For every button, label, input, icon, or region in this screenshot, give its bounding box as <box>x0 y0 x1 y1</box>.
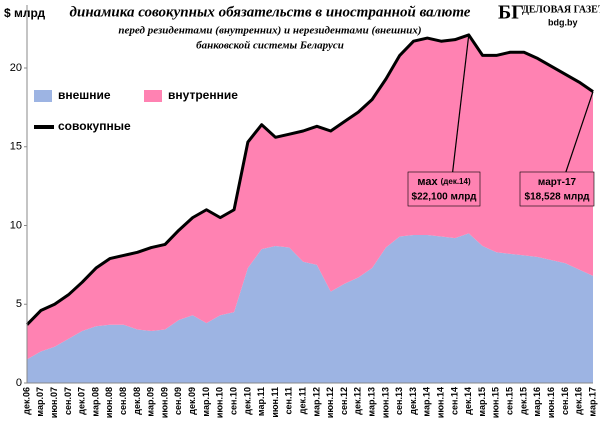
annotation-label: мах (дек.14) <box>417 176 471 188</box>
x-tick-label: мар.12 <box>311 387 321 417</box>
x-tick-label: мар.10 <box>201 387 211 417</box>
line <box>25 33 594 326</box>
x-tick-label: июн.14 <box>436 387 446 418</box>
x-tick-label: сен.12 <box>339 387 349 415</box>
x-tick-label: сен.16 <box>560 387 570 415</box>
x-tick-label: дек.08 <box>132 387 142 415</box>
x-tick-label: мар.14 <box>422 387 432 417</box>
x-tick-label: мар.11 <box>256 387 266 416</box>
x-tick-label: июн.13 <box>380 387 390 418</box>
y-tick-label: 0 <box>16 377 22 389</box>
x-tick-label: мар.16 <box>532 387 542 417</box>
x-tick-label: июн.10 <box>215 387 225 418</box>
x-tick-label: дек.06 <box>21 387 31 415</box>
logo: БГ <box>498 2 524 24</box>
annotation-date: (дек.14) <box>441 177 471 186</box>
chart-title: динамика совокупных обязательств в иност… <box>70 4 471 20</box>
x-tick-label: сен.15 <box>505 387 515 415</box>
chart-subtitle: перед резидентами (внутренних) и нерезид… <box>118 25 421 37</box>
area <box>27 233 593 383</box>
x-tick-label: июн.12 <box>325 387 335 418</box>
annotation-value: $18,528 млрд <box>525 192 591 203</box>
source-site: bdg.by <box>548 17 578 27</box>
x-tick-label: июн.16 <box>546 387 556 418</box>
source-name: ДЕЛОВАЯ ГАЗЕТА <box>522 4 600 15</box>
x-tick-label: дек.07 <box>77 387 87 415</box>
x-tick-label: сен.14 <box>449 387 459 415</box>
annotation-title: март-17 <box>538 177 577 188</box>
x-tick-label: мар.17 <box>587 387 597 417</box>
annotation-box <box>407 171 481 207</box>
x-tick-label: июн.08 <box>104 387 114 418</box>
legend-swatch <box>144 90 162 102</box>
legend-label: совокупные <box>58 119 131 133</box>
x-tick-label: сен.10 <box>228 387 238 415</box>
y-tick-label: 15 <box>10 141 22 153</box>
x-tick-label: июн.11 <box>270 387 280 418</box>
annotation-value: $22,100 млрд <box>412 192 478 203</box>
legend-swatch <box>34 90 52 102</box>
x-tick-label: сен.09 <box>173 387 183 415</box>
x-tick-label: дек.11 <box>297 387 307 414</box>
x-tick-label: мар.07 <box>35 387 45 417</box>
x-tick-label: июн.15 <box>491 387 501 418</box>
annotation-title: мах <box>417 176 438 188</box>
x-tick-label: дек.13 <box>408 387 418 415</box>
legend-label: внутренние <box>168 88 238 102</box>
legend-label: внешние <box>58 88 111 102</box>
x-tick-label: дек.09 <box>187 387 197 415</box>
y-tick-label: 5 <box>16 298 22 310</box>
chart-subtitle: банковской системы Беларуси <box>196 40 344 52</box>
x-tick-label: сен.07 <box>63 387 73 415</box>
x-tick-label: дек.12 <box>353 387 363 415</box>
area <box>27 34 593 360</box>
x-tick-label: июн.07 <box>49 387 59 418</box>
annotation-label: март-17 <box>538 177 577 188</box>
x-tick-label: дек.15 <box>518 387 528 415</box>
annotation-box <box>519 171 595 207</box>
annotation-arrow <box>452 34 470 173</box>
x-tick-label: дек.10 <box>242 387 252 415</box>
x-tick-label: июн.09 <box>159 387 169 418</box>
y-tick-label: 10 <box>10 219 22 231</box>
x-tick-label: мар.08 <box>90 387 100 417</box>
y-tick-label: 20 <box>10 62 22 74</box>
y-axis-label: $ млрд <box>4 6 46 20</box>
x-tick-label: дек.16 <box>574 387 584 415</box>
x-tick-label: дек.14 <box>463 387 473 415</box>
x-tick-label: сен.08 <box>118 387 128 415</box>
x-tick-label: мар.13 <box>366 387 376 417</box>
x-tick-label: сен.11 <box>284 387 294 414</box>
annotation-arrow <box>565 91 594 173</box>
x-tick-label: мар.15 <box>477 387 487 417</box>
x-tick-label: сен.13 <box>394 387 404 415</box>
x-tick-label: мар.09 <box>146 387 156 417</box>
